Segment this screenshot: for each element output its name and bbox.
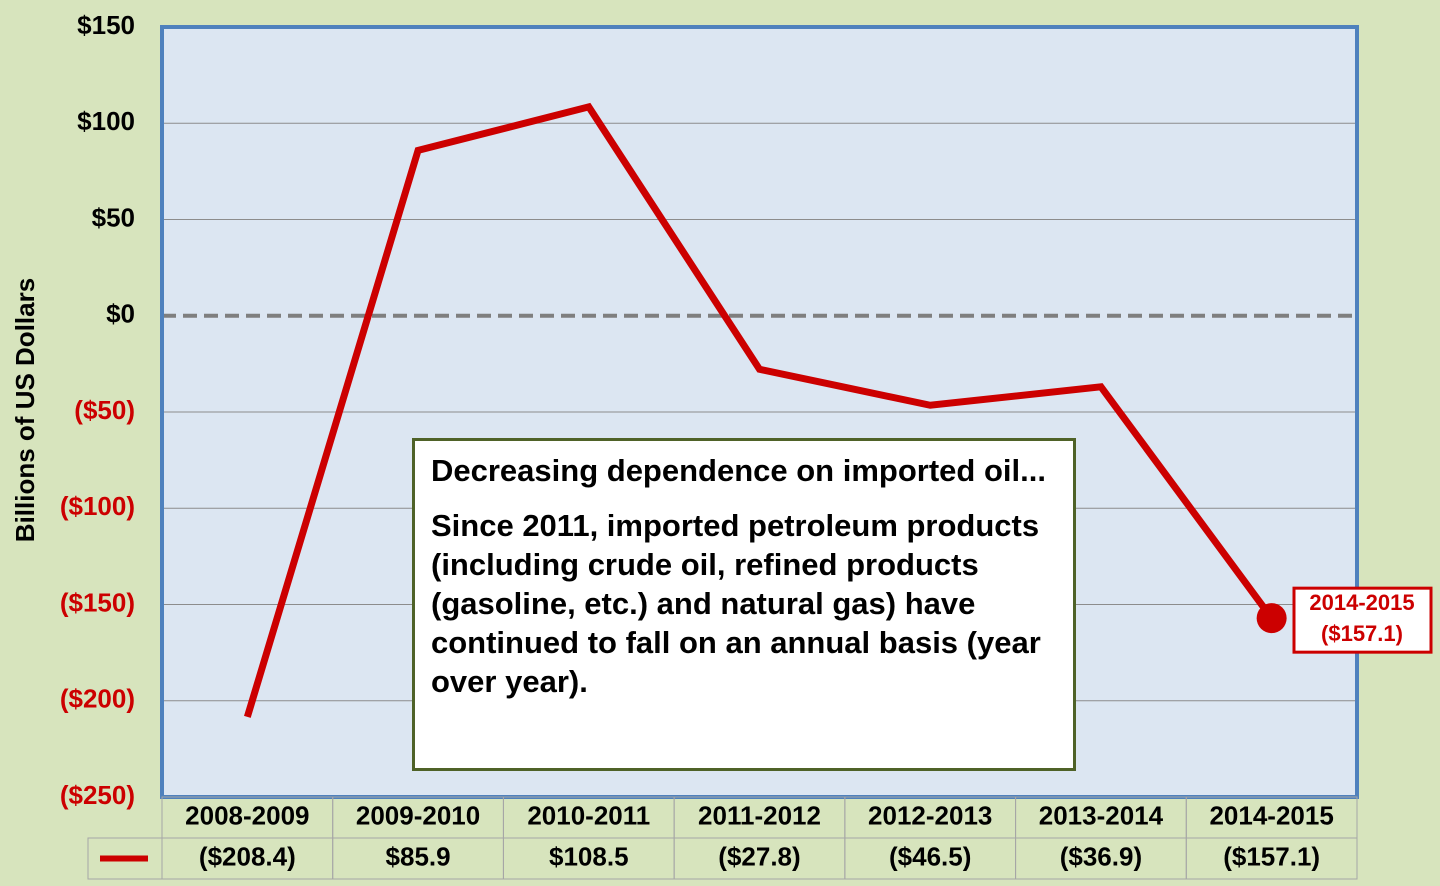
table-value: ($36.9) bbox=[1060, 841, 1142, 871]
y-tick-label: $0 bbox=[106, 299, 135, 329]
x-tick-label: 2013-2014 bbox=[1039, 800, 1164, 830]
x-tick-label: 2009-2010 bbox=[356, 800, 480, 830]
table-value: $108.5 bbox=[549, 841, 629, 871]
annotation-text: Since 2011, imported petroleum products … bbox=[431, 508, 1041, 699]
y-tick-label: $150 bbox=[77, 10, 135, 40]
table-cell bbox=[1185, 837, 1358, 880]
callout-value: ($157.1) bbox=[1321, 621, 1403, 646]
x-tick-label: 2008-2009 bbox=[185, 800, 309, 830]
y-tick-label: $50 bbox=[92, 202, 135, 232]
table-value: ($208.4) bbox=[199, 841, 296, 871]
annotation-heading: Decreasing dependence on imported oil... bbox=[431, 453, 1046, 488]
table-value: ($27.8) bbox=[718, 841, 800, 871]
y-axis-label: Billions of US Dollars bbox=[10, 278, 40, 542]
y-tick-label: ($100) bbox=[60, 491, 135, 521]
y-tick-label: $100 bbox=[77, 106, 135, 136]
y-tick-label: ($200) bbox=[60, 684, 135, 714]
y-tick-label: ($150) bbox=[60, 587, 135, 617]
x-tick-label: 2011-2012 bbox=[698, 800, 821, 830]
table-value: $85.9 bbox=[386, 841, 451, 871]
y-tick-label: ($50) bbox=[74, 395, 135, 425]
x-tick-label: 2014-2015 bbox=[1209, 800, 1333, 830]
x-tick-label: 2012-2013 bbox=[868, 800, 992, 830]
annotation: Decreasing dependence on imported oil...… bbox=[412, 438, 1076, 771]
line bbox=[244, 102, 1275, 718]
x-tick-label: 2010-2011 bbox=[527, 800, 650, 830]
y-tick-label: ($250) bbox=[60, 780, 135, 810]
data-table: 2008-2009 ($208.4) 2009-2010 $85.9 2010-2011… bbox=[87, 796, 1358, 880]
annotation-box: Decreasing dependence on imported oil...… bbox=[412, 438, 1076, 771]
marker bbox=[1256, 603, 1287, 634]
table-value: ($46.5) bbox=[889, 841, 971, 871]
callout-box bbox=[1292, 586, 1433, 654]
series: 2014-2015 ($157.1) bbox=[244, 102, 1433, 718]
callout-label: 2014-2015 bbox=[1309, 590, 1414, 615]
table-value: ($157.1) bbox=[1223, 841, 1320, 871]
